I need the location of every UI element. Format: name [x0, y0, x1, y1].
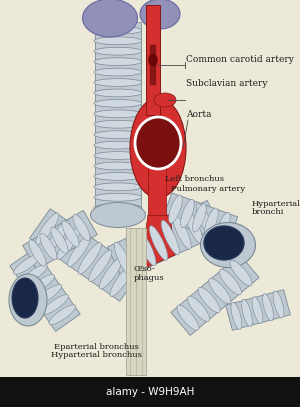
Ellipse shape — [200, 223, 256, 267]
Ellipse shape — [110, 265, 133, 296]
Bar — [162, 193, 238, 243]
Bar — [107, 200, 223, 280]
Text: bronchi: bronchi — [252, 208, 284, 217]
Ellipse shape — [21, 265, 47, 284]
Ellipse shape — [29, 240, 46, 266]
Ellipse shape — [169, 195, 182, 223]
Ellipse shape — [49, 305, 76, 325]
Ellipse shape — [94, 47, 142, 55]
Ellipse shape — [135, 117, 181, 169]
Ellipse shape — [184, 209, 203, 244]
Ellipse shape — [196, 204, 214, 239]
Ellipse shape — [219, 269, 242, 295]
Text: Left bronchus: Left bronchus — [165, 175, 224, 183]
Ellipse shape — [57, 228, 80, 259]
Ellipse shape — [28, 275, 55, 294]
Bar — [126, 228, 146, 375]
Ellipse shape — [161, 220, 179, 255]
Ellipse shape — [94, 183, 142, 191]
Text: Pulmonary artery: Pulmonary artery — [171, 185, 245, 193]
Ellipse shape — [94, 99, 142, 107]
Text: Subclavian artery: Subclavian artery — [186, 79, 268, 88]
Ellipse shape — [230, 260, 252, 286]
Text: Aorta: Aorta — [186, 110, 212, 119]
Text: Eparterial bronchus: Eparterial bronchus — [54, 343, 138, 351]
Text: alamy - W9H9AH: alamy - W9H9AH — [106, 387, 194, 397]
Text: Hyparterial: Hyparterial — [252, 200, 300, 208]
Ellipse shape — [89, 250, 112, 282]
Ellipse shape — [140, 0, 180, 29]
Ellipse shape — [42, 295, 69, 315]
Ellipse shape — [62, 221, 79, 247]
Ellipse shape — [94, 58, 142, 66]
Ellipse shape — [94, 110, 142, 118]
Ellipse shape — [82, 0, 137, 37]
Ellipse shape — [231, 302, 242, 329]
Ellipse shape — [217, 212, 230, 241]
Ellipse shape — [252, 297, 263, 324]
Text: Hyparterial bronchus: Hyparterial bronchus — [51, 351, 141, 359]
Ellipse shape — [14, 254, 40, 274]
Ellipse shape — [94, 193, 142, 201]
Ellipse shape — [51, 227, 68, 254]
Ellipse shape — [198, 287, 220, 313]
Ellipse shape — [94, 26, 142, 34]
Ellipse shape — [188, 296, 210, 322]
Ellipse shape — [94, 173, 142, 180]
Text: Common carotid artery: Common carotid artery — [186, 55, 294, 63]
Ellipse shape — [35, 284, 62, 304]
Ellipse shape — [181, 199, 194, 228]
Ellipse shape — [193, 204, 206, 232]
Ellipse shape — [94, 162, 142, 170]
Ellipse shape — [94, 37, 142, 45]
Ellipse shape — [94, 152, 142, 160]
Ellipse shape — [148, 53, 158, 67]
Ellipse shape — [9, 274, 47, 326]
Ellipse shape — [126, 236, 144, 271]
Text: Œso-: Œso- — [134, 265, 155, 273]
Ellipse shape — [91, 203, 146, 228]
Ellipse shape — [138, 231, 156, 266]
Bar — [148, 165, 166, 215]
Ellipse shape — [204, 226, 244, 260]
Ellipse shape — [78, 243, 101, 274]
Bar — [10, 249, 80, 331]
Ellipse shape — [154, 93, 176, 107]
Ellipse shape — [114, 242, 133, 277]
Ellipse shape — [12, 278, 38, 318]
Bar — [226, 290, 290, 330]
Bar — [146, 5, 160, 115]
Ellipse shape — [273, 291, 284, 318]
Ellipse shape — [46, 220, 70, 252]
Ellipse shape — [94, 120, 142, 128]
Ellipse shape — [177, 305, 199, 330]
Ellipse shape — [242, 300, 252, 326]
Ellipse shape — [94, 79, 142, 86]
Ellipse shape — [130, 98, 186, 198]
Ellipse shape — [94, 141, 142, 149]
Ellipse shape — [149, 225, 168, 260]
Ellipse shape — [99, 257, 123, 289]
Bar — [23, 210, 97, 269]
Ellipse shape — [68, 235, 91, 267]
Ellipse shape — [209, 278, 231, 304]
Bar — [0, 377, 300, 407]
Ellipse shape — [40, 234, 57, 260]
Bar — [95, 22, 141, 215]
Bar — [150, 45, 156, 85]
Ellipse shape — [73, 214, 90, 241]
Text: phagus: phagus — [134, 274, 164, 282]
Polygon shape — [140, 215, 175, 270]
Ellipse shape — [36, 213, 59, 245]
Ellipse shape — [94, 131, 142, 138]
Ellipse shape — [262, 294, 273, 321]
Bar — [171, 255, 259, 335]
Bar — [30, 209, 140, 301]
Bar — [146, 95, 160, 115]
Ellipse shape — [94, 68, 142, 76]
Ellipse shape — [94, 89, 142, 97]
Ellipse shape — [94, 204, 142, 212]
Ellipse shape — [205, 208, 218, 236]
Ellipse shape — [173, 215, 191, 249]
